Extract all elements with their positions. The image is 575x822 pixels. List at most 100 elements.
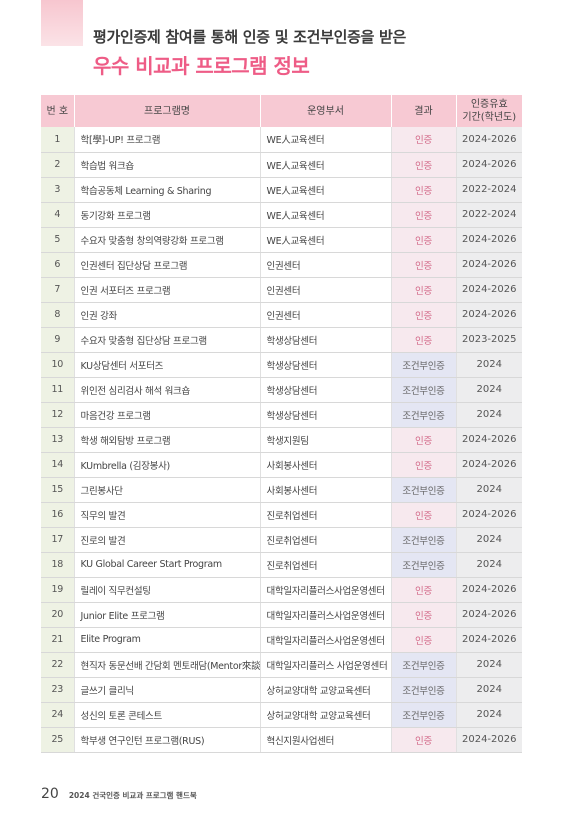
department: 인권센터	[259, 277, 391, 303]
result-badge: 조건부인증	[390, 402, 456, 428]
page-subtitle: 평가인증제 참여를 통해 인증 및 조건부인증을 받은	[93, 28, 407, 46]
valid-period: 2022-2024	[455, 177, 522, 203]
valid-period: 2024	[455, 402, 522, 428]
table-body: 1 학[學]-UP! 프로그램 WE人교육센터 인증 2024-2026 2 학습법 워크숍…	[41, 127, 522, 753]
result-badge: 인증	[390, 327, 456, 353]
department: 학생지원팀	[259, 427, 391, 453]
row-number: 19	[41, 577, 74, 603]
corner-decoration	[41, 0, 83, 46]
department: WE人교육센터	[259, 227, 391, 253]
valid-period: 2024	[455, 552, 522, 578]
department: 사회봉사센터	[259, 477, 391, 503]
result-badge: 조건부인증	[390, 477, 456, 503]
table-row: 10 KU상담센터 서포터즈 학생상담센터 조건부인증 2024	[41, 352, 522, 378]
table-row: 14 KUmbrella (김장봉사) 사회봉사센터 인증 2024-2026	[41, 452, 522, 478]
table-row: 7 인권 서포터즈 프로그램 인권센터 인증 2024-2026	[41, 277, 522, 303]
result-badge: 조건부인증	[390, 377, 456, 403]
result-badge: 인증	[390, 427, 456, 453]
row-number: 20	[41, 602, 74, 628]
program-name: 성신의 토론 콘테스트	[73, 702, 260, 728]
row-number: 4	[41, 202, 74, 228]
program-table: 번 호 프로그램명 운영부서 결과 인증유효 기간(학년도) 1 학[學]-UP! 프로그램…	[41, 95, 522, 753]
result-badge: 인증	[390, 227, 456, 253]
column-header: 프로그램명	[74, 95, 261, 127]
department: 인권센터	[259, 252, 391, 278]
program-name: 글쓰기 클리닉	[73, 677, 260, 703]
table-row: 2 학습법 워크숍 WE人교육센터 인증 2024-2026	[41, 152, 522, 178]
program-name: Elite Program	[73, 627, 260, 653]
table-row: 1 학[學]-UP! 프로그램 WE人교육센터 인증 2024-2026	[41, 127, 522, 153]
row-number: 14	[41, 452, 74, 478]
department: 진로취업센터	[259, 527, 391, 553]
row-number: 1	[41, 127, 74, 153]
result-badge: 인증	[390, 502, 456, 528]
department: 진로취업센터	[259, 502, 391, 528]
table-row: 23 글쓰기 클리닉 상허교양대학 교양교육센터 조건부인증 2024	[41, 677, 522, 703]
row-number: 8	[41, 302, 74, 328]
department: 진로취업센터	[259, 552, 391, 578]
department: 상허교양대학 교양교육센터	[259, 677, 391, 703]
result-badge: 인증	[390, 727, 456, 753]
department: WE人교육센터	[259, 202, 391, 228]
row-number: 22	[41, 652, 74, 678]
valid-period: 2024-2026	[455, 627, 522, 653]
result-badge: 인증	[390, 302, 456, 328]
row-number: 18	[41, 552, 74, 578]
department: 혁신지원사업센터	[259, 727, 391, 753]
page-number: 20	[41, 786, 59, 802]
valid-period: 2024-2026	[455, 252, 522, 278]
valid-period: 2024-2026	[455, 727, 522, 753]
valid-period: 2024	[455, 352, 522, 378]
row-number: 12	[41, 402, 74, 428]
row-number: 3	[41, 177, 74, 203]
valid-period: 2024-2026	[455, 277, 522, 303]
row-number: 23	[41, 677, 74, 703]
program-name: 동기강화 프로그램	[73, 202, 260, 228]
valid-period: 2024-2026	[455, 227, 522, 253]
table-row: 3 학습공동체 Learning & Sharing WE人교육센터 인증 2022-2…	[41, 177, 522, 203]
row-number: 11	[41, 377, 74, 403]
program-name: Junior Elite 프로그램	[73, 602, 260, 628]
program-name: 직무의 발견	[73, 502, 260, 528]
footer-text: 2024 건국인증 비교과 프로그램 핸드북	[68, 791, 197, 800]
result-badge: 인증	[390, 602, 456, 628]
row-number: 21	[41, 627, 74, 653]
program-name: KU상담센터 서포터즈	[73, 352, 260, 378]
table-row: 25 학부생 연구인턴 프로그램(RUS) 혁신지원사업센터 인증 2024-2026	[41, 727, 522, 753]
result-badge: 인증	[390, 202, 456, 228]
result-badge: 인증	[390, 127, 456, 153]
department: 대학일자리플러스사업운영센터	[259, 602, 391, 628]
result-badge: 조건부인증	[390, 677, 456, 703]
result-badge: 조건부인증	[390, 652, 456, 678]
result-badge: 조건부인증	[390, 702, 456, 728]
program-name: 학[學]-UP! 프로그램	[73, 127, 260, 153]
column-header: 번 호	[41, 95, 75, 127]
table-row: 16 직무의 발견 진로취업센터 인증 2024-2026	[41, 502, 522, 528]
page-footer: 20 2024 건국인증 비교과 프로그램 핸드북	[41, 786, 197, 802]
table-row: 20 Junior Elite 프로그램 대학일자리플러스사업운영센터 인증 2024-…	[41, 602, 522, 628]
row-number: 2	[41, 152, 74, 178]
valid-period: 2024	[455, 652, 522, 678]
row-number: 5	[41, 227, 74, 253]
program-name: KUmbrella (김장봉사)	[73, 452, 260, 478]
column-header: 운영부서	[260, 95, 392, 127]
department: 대학일자리플러스 사업운영센터	[259, 652, 391, 678]
valid-period: 2024	[455, 702, 522, 728]
program-name: 인권 강좌	[73, 302, 260, 328]
program-name: 인권 서포터즈 프로그램	[73, 277, 260, 303]
program-name: 위인전 심리검사 해석 워크숍	[73, 377, 260, 403]
column-header: 인증유효 기간(학년도)	[456, 95, 522, 127]
department: 대학일자리플러스사업운영센터	[259, 577, 391, 603]
department: 상허교양대학 교양교육센터	[259, 702, 391, 728]
department: 학생상담센터	[259, 352, 391, 378]
table-row: 9 수요자 맞춤형 집단상담 프로그램 학생상담센터 인증 2023-2025	[41, 327, 522, 353]
department: WE人교육센터	[259, 177, 391, 203]
table-row: 5 수요자 맞춤형 창의역량강화 프로그램 WE人교육센터 인증 2024-2026	[41, 227, 522, 253]
department: WE人교육센터	[259, 127, 391, 153]
row-number: 10	[41, 352, 74, 378]
row-number: 16	[41, 502, 74, 528]
page-title: 우수 비교과 프로그램 정보	[93, 54, 310, 78]
column-header: 결과	[391, 95, 457, 127]
result-badge: 인증	[390, 577, 456, 603]
valid-period: 2024	[455, 477, 522, 503]
